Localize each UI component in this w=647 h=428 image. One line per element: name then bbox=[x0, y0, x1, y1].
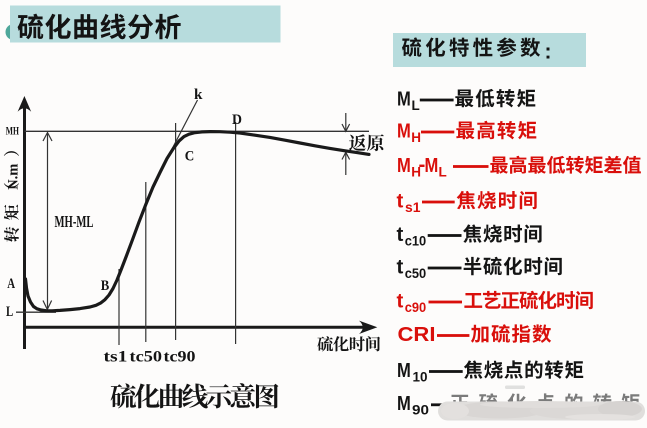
svg-text:MH-ML: MH-ML bbox=[55, 212, 94, 231]
svg-text:M: M bbox=[425, 154, 439, 177]
svg-text:C: C bbox=[185, 149, 195, 165]
svg-text:M: M bbox=[397, 120, 411, 143]
svg-text:H: H bbox=[411, 130, 421, 145]
svg-text:M: M bbox=[397, 154, 411, 177]
svg-text:c90: c90 bbox=[405, 300, 427, 315]
svg-text:k: k bbox=[194, 87, 203, 103]
svg-text:t: t bbox=[397, 223, 404, 246]
svg-text:D: D bbox=[232, 112, 242, 128]
svg-text:N.m: N.m bbox=[6, 164, 22, 190]
svg-text:MH: MH bbox=[6, 126, 19, 138]
svg-text:t: t bbox=[397, 190, 404, 213]
svg-text:tc50: tc50 bbox=[130, 349, 163, 366]
svg-text:c10: c10 bbox=[405, 234, 427, 249]
svg-text:M: M bbox=[397, 359, 411, 382]
svg-text:H: H bbox=[411, 165, 421, 180]
svg-text:CRI: CRI bbox=[398, 323, 436, 346]
svg-text:tc90: tc90 bbox=[164, 349, 196, 366]
svg-text:c50: c50 bbox=[405, 266, 427, 281]
svg-text:L: L bbox=[439, 165, 447, 180]
svg-text:t: t bbox=[397, 290, 404, 313]
svg-text:10: 10 bbox=[413, 370, 428, 385]
svg-text:ts1: ts1 bbox=[104, 349, 128, 366]
svg-text:L: L bbox=[6, 304, 13, 320]
svg-text:M: M bbox=[397, 88, 411, 111]
svg-text:90: 90 bbox=[412, 403, 429, 418]
svg-text:M: M bbox=[397, 392, 411, 415]
svg-text:B: B bbox=[101, 278, 110, 294]
svg-text:-: - bbox=[419, 153, 426, 176]
svg-text::: : bbox=[545, 41, 552, 64]
svg-text:t: t bbox=[397, 256, 404, 279]
svg-text:A: A bbox=[7, 276, 15, 292]
svg-text:L: L bbox=[412, 98, 420, 113]
svg-text:s1: s1 bbox=[405, 200, 421, 215]
